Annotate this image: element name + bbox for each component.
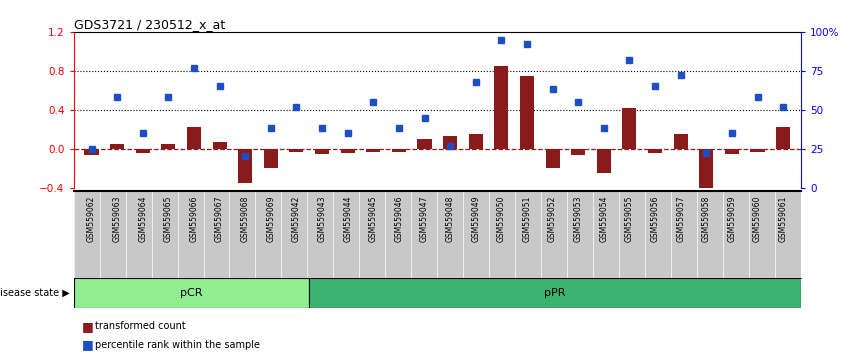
Bar: [751, 149, 765, 152]
Text: GSM559061: GSM559061: [779, 195, 787, 242]
Bar: [110, 144, 124, 149]
Text: pPR: pPR: [545, 288, 565, 298]
Text: transformed count: transformed count: [95, 321, 186, 331]
Text: GSM559046: GSM559046: [394, 195, 404, 242]
Text: GSM559042: GSM559042: [292, 195, 301, 242]
Text: GSM559062: GSM559062: [87, 195, 96, 242]
Text: GSM559060: GSM559060: [753, 195, 762, 242]
Bar: [391, 149, 406, 152]
Text: disease state ▶: disease state ▶: [0, 288, 69, 298]
Text: GSM559053: GSM559053: [573, 195, 583, 242]
Bar: [674, 134, 688, 149]
Bar: [264, 149, 278, 168]
Text: GSM559056: GSM559056: [650, 195, 660, 242]
Text: GSM559057: GSM559057: [676, 195, 685, 242]
Text: GSM559055: GSM559055: [625, 195, 634, 242]
Bar: [212, 142, 227, 149]
Bar: [776, 127, 790, 149]
Text: GSM559050: GSM559050: [497, 195, 506, 242]
Text: GSM559047: GSM559047: [420, 195, 429, 242]
Text: ■: ■: [82, 338, 94, 351]
Bar: [187, 127, 201, 149]
Bar: [366, 149, 380, 152]
Bar: [315, 149, 329, 154]
Text: GSM559059: GSM559059: [727, 195, 736, 242]
Bar: [74, 278, 309, 308]
Text: GDS3721 / 230512_x_at: GDS3721 / 230512_x_at: [74, 18, 225, 31]
Text: GSM559069: GSM559069: [267, 195, 275, 242]
Bar: [623, 108, 637, 149]
Text: GSM559052: GSM559052: [548, 195, 557, 242]
Text: GSM559064: GSM559064: [139, 195, 147, 242]
Text: GSM559044: GSM559044: [343, 195, 352, 242]
Bar: [443, 136, 457, 149]
Bar: [238, 149, 252, 183]
Bar: [289, 149, 303, 152]
Text: GSM559058: GSM559058: [701, 195, 711, 242]
Bar: [546, 149, 559, 168]
Bar: [417, 139, 431, 149]
Text: GSM559066: GSM559066: [190, 195, 198, 242]
Bar: [85, 149, 99, 154]
Text: GSM559049: GSM559049: [471, 195, 481, 242]
Text: ■: ■: [82, 320, 94, 333]
Bar: [597, 149, 611, 173]
Text: GSM559067: GSM559067: [215, 195, 224, 242]
Text: GSM559051: GSM559051: [522, 195, 532, 242]
Bar: [699, 149, 714, 193]
Text: GSM559065: GSM559065: [164, 195, 173, 242]
Bar: [340, 149, 355, 153]
Text: GSM559063: GSM559063: [113, 195, 121, 242]
Bar: [469, 134, 483, 149]
Text: GSM559054: GSM559054: [599, 195, 608, 242]
Bar: [725, 149, 739, 154]
Bar: [648, 149, 662, 153]
Bar: [520, 76, 534, 149]
Text: percentile rank within the sample: percentile rank within the sample: [95, 340, 261, 350]
Bar: [309, 278, 801, 308]
Text: GSM559043: GSM559043: [318, 195, 326, 242]
Bar: [136, 149, 150, 153]
Text: pCR: pCR: [180, 288, 203, 298]
Text: GSM559048: GSM559048: [446, 195, 455, 242]
Text: GSM559068: GSM559068: [241, 195, 249, 242]
Bar: [161, 144, 176, 149]
Bar: [494, 66, 508, 149]
Text: GSM559045: GSM559045: [369, 195, 378, 242]
Bar: [572, 149, 585, 155]
